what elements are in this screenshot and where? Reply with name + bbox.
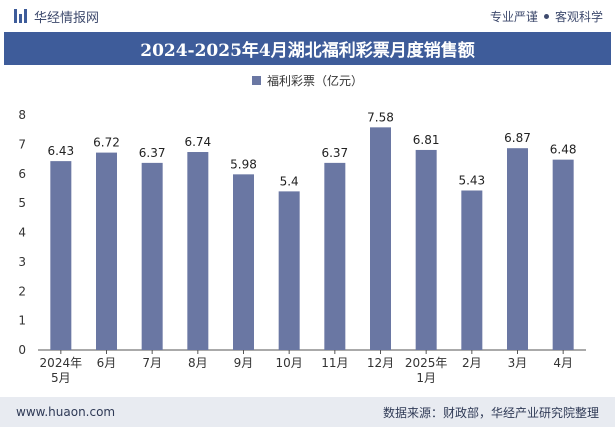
chart-title: 2024-2025年4月湖北福利彩票月度销售额 xyxy=(140,41,475,61)
y-tick-label: 7 xyxy=(18,137,26,151)
y-tick-label: 0 xyxy=(18,343,26,357)
data-label: 7.58 xyxy=(367,110,394,124)
footer-website: www.huaon.com xyxy=(16,405,116,419)
bar xyxy=(415,149,437,350)
x-tick-label: 3月 xyxy=(508,356,528,370)
x-tick-label: 6月 xyxy=(97,356,117,370)
data-label: 6.37 xyxy=(321,146,348,160)
data-label: 6.74 xyxy=(184,135,211,149)
tagline: 专业严谨 客观科学 xyxy=(490,8,603,25)
y-tick-label: 3 xyxy=(18,255,26,269)
x-tick-label: 2025年 xyxy=(405,356,448,370)
y-tick-label: 2 xyxy=(18,284,26,298)
x-tick-label: 1月 xyxy=(416,371,436,385)
x-tick-label: 5月 xyxy=(51,371,71,385)
tagline-1: 专业严谨 xyxy=(489,9,538,24)
chart-legend: 福利彩票（亿元） xyxy=(0,72,615,89)
legend-swatch xyxy=(251,76,261,85)
x-tick-label: 4月 xyxy=(553,356,573,370)
separator-dot-icon xyxy=(543,13,549,19)
x-tick-label: 2月 xyxy=(462,356,482,370)
data-label: 5.4 xyxy=(280,174,299,188)
x-tick-label: 2024年 xyxy=(40,356,83,370)
footer: www.huaon.com 数据来源：财政部，华经产业研究院整理 xyxy=(0,397,615,427)
x-tick-label: 12月 xyxy=(367,356,394,370)
brand-name: 华经情报网 xyxy=(34,10,100,26)
x-tick-label: 8月 xyxy=(188,356,208,370)
bar xyxy=(507,148,528,350)
bar xyxy=(233,174,254,350)
data-label: 6.37 xyxy=(139,146,166,160)
x-tick-label: 10月 xyxy=(276,356,303,370)
brand-logo-icon xyxy=(14,9,28,23)
bar xyxy=(187,152,209,350)
x-tick-label: 7月 xyxy=(142,356,162,370)
bar xyxy=(141,162,163,350)
footer-source: 数据来源：财政部，华经产业研究院整理 xyxy=(382,405,599,420)
tagline-2: 客观科学 xyxy=(554,9,603,24)
top-bar: 华经情报网 专业严谨 客观科学 xyxy=(0,0,615,32)
data-label: 6.81 xyxy=(413,133,440,147)
bar xyxy=(278,191,300,350)
data-label: 6.48 xyxy=(550,143,577,157)
bar xyxy=(324,162,346,350)
data-label: 5.43 xyxy=(458,173,485,187)
brand: 华经情报网 xyxy=(14,7,99,26)
bar xyxy=(552,159,574,350)
x-tick-label: 9月 xyxy=(234,356,254,370)
data-label: 5.98 xyxy=(230,157,257,171)
data-label: 6.87 xyxy=(504,131,531,145)
y-tick-label: 6 xyxy=(18,167,26,181)
x-tick-label: 11月 xyxy=(321,356,348,370)
y-tick-label: 1 xyxy=(18,314,26,328)
data-label: 6.43 xyxy=(47,144,74,158)
legend-label: 福利彩票（亿元） xyxy=(266,74,363,88)
y-tick-label: 5 xyxy=(18,196,26,210)
bar xyxy=(96,152,117,350)
chart-title-bar: 2024-2025年4月湖北福利彩票月度销售额 xyxy=(4,32,611,65)
data-label: 6.72 xyxy=(93,136,120,150)
bar xyxy=(461,190,483,350)
y-tick-label: 8 xyxy=(18,108,26,122)
bar xyxy=(370,127,391,351)
bar xyxy=(50,161,72,350)
y-tick-label: 4 xyxy=(18,226,26,240)
